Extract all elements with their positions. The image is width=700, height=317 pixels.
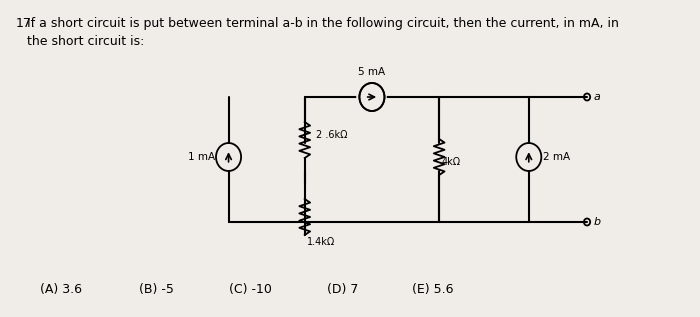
Text: 2 mA: 2 mA <box>543 152 570 162</box>
Text: 4kΩ: 4kΩ <box>442 157 461 167</box>
Text: (C) -10: (C) -10 <box>228 282 272 295</box>
Text: 1 mA: 1 mA <box>188 152 216 162</box>
Text: 17.: 17. <box>16 17 36 30</box>
Text: (D) 7: (D) 7 <box>327 282 358 295</box>
Text: 5 mA: 5 mA <box>358 67 386 77</box>
Text: 2 .6kΩ: 2 .6kΩ <box>316 130 348 140</box>
Text: (B) -5: (B) -5 <box>139 282 174 295</box>
Text: (A) 3.6: (A) 3.6 <box>41 282 83 295</box>
Text: a: a <box>594 92 600 102</box>
Text: (E) 5.6: (E) 5.6 <box>412 282 454 295</box>
Text: 1.4kΩ: 1.4kΩ <box>307 237 336 247</box>
Text: b: b <box>594 217 601 227</box>
Text: If a short circuit is put between terminal a-b in the following circuit, then th: If a short circuit is put between termin… <box>27 17 619 48</box>
